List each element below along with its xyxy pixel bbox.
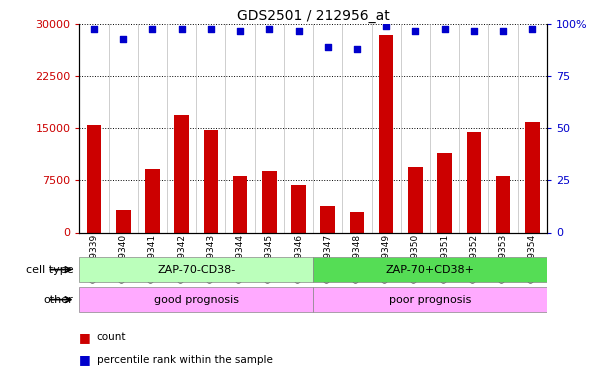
Point (411, 28, 420, 34)
Bar (87, 125, 101, 232)
Bar (203, 130, 218, 232)
Text: poor prognosis: poor prognosis (389, 295, 471, 304)
Point (498, 28, 508, 34)
Point (323, 44, 332, 50)
Bar (174, 115, 189, 232)
Point (177, 26, 186, 32)
Text: good prognosis: good prognosis (154, 295, 239, 304)
Text: ■: ■ (79, 354, 95, 366)
Bar (291, 185, 306, 232)
Text: ZAP-70-CD38-: ZAP-70-CD38- (157, 265, 235, 274)
Bar (313, 288, 547, 312)
Point (381, 24, 391, 30)
Point (440, 26, 450, 32)
Bar (349, 212, 364, 232)
Title: GDS2501 / 212956_at: GDS2501 / 212956_at (237, 9, 390, 23)
Text: cell type: cell type (26, 265, 73, 274)
Point (235, 28, 245, 34)
Text: ■: ■ (79, 331, 95, 344)
Point (265, 26, 274, 32)
Text: percentile rank within the sample: percentile rank within the sample (97, 355, 273, 365)
Text: ZAP-70+CD38+: ZAP-70+CD38+ (386, 265, 475, 274)
Bar (379, 35, 393, 232)
Point (89, 26, 99, 32)
Bar (262, 171, 277, 232)
Bar (525, 122, 540, 232)
Point (119, 36, 128, 42)
Bar (116, 210, 131, 232)
Text: other: other (43, 295, 73, 304)
Bar (79, 258, 313, 282)
Point (469, 28, 478, 34)
Point (294, 28, 304, 34)
Point (148, 26, 158, 32)
Point (527, 26, 537, 32)
Bar (79, 288, 313, 312)
Bar (145, 169, 159, 232)
Bar (233, 176, 247, 232)
Bar (408, 166, 423, 232)
Bar (313, 258, 547, 282)
Bar (320, 206, 335, 232)
Point (206, 26, 216, 32)
Text: count: count (97, 333, 126, 342)
Bar (437, 153, 452, 232)
Bar (496, 176, 510, 232)
Point (352, 46, 362, 53)
Bar (467, 132, 481, 232)
